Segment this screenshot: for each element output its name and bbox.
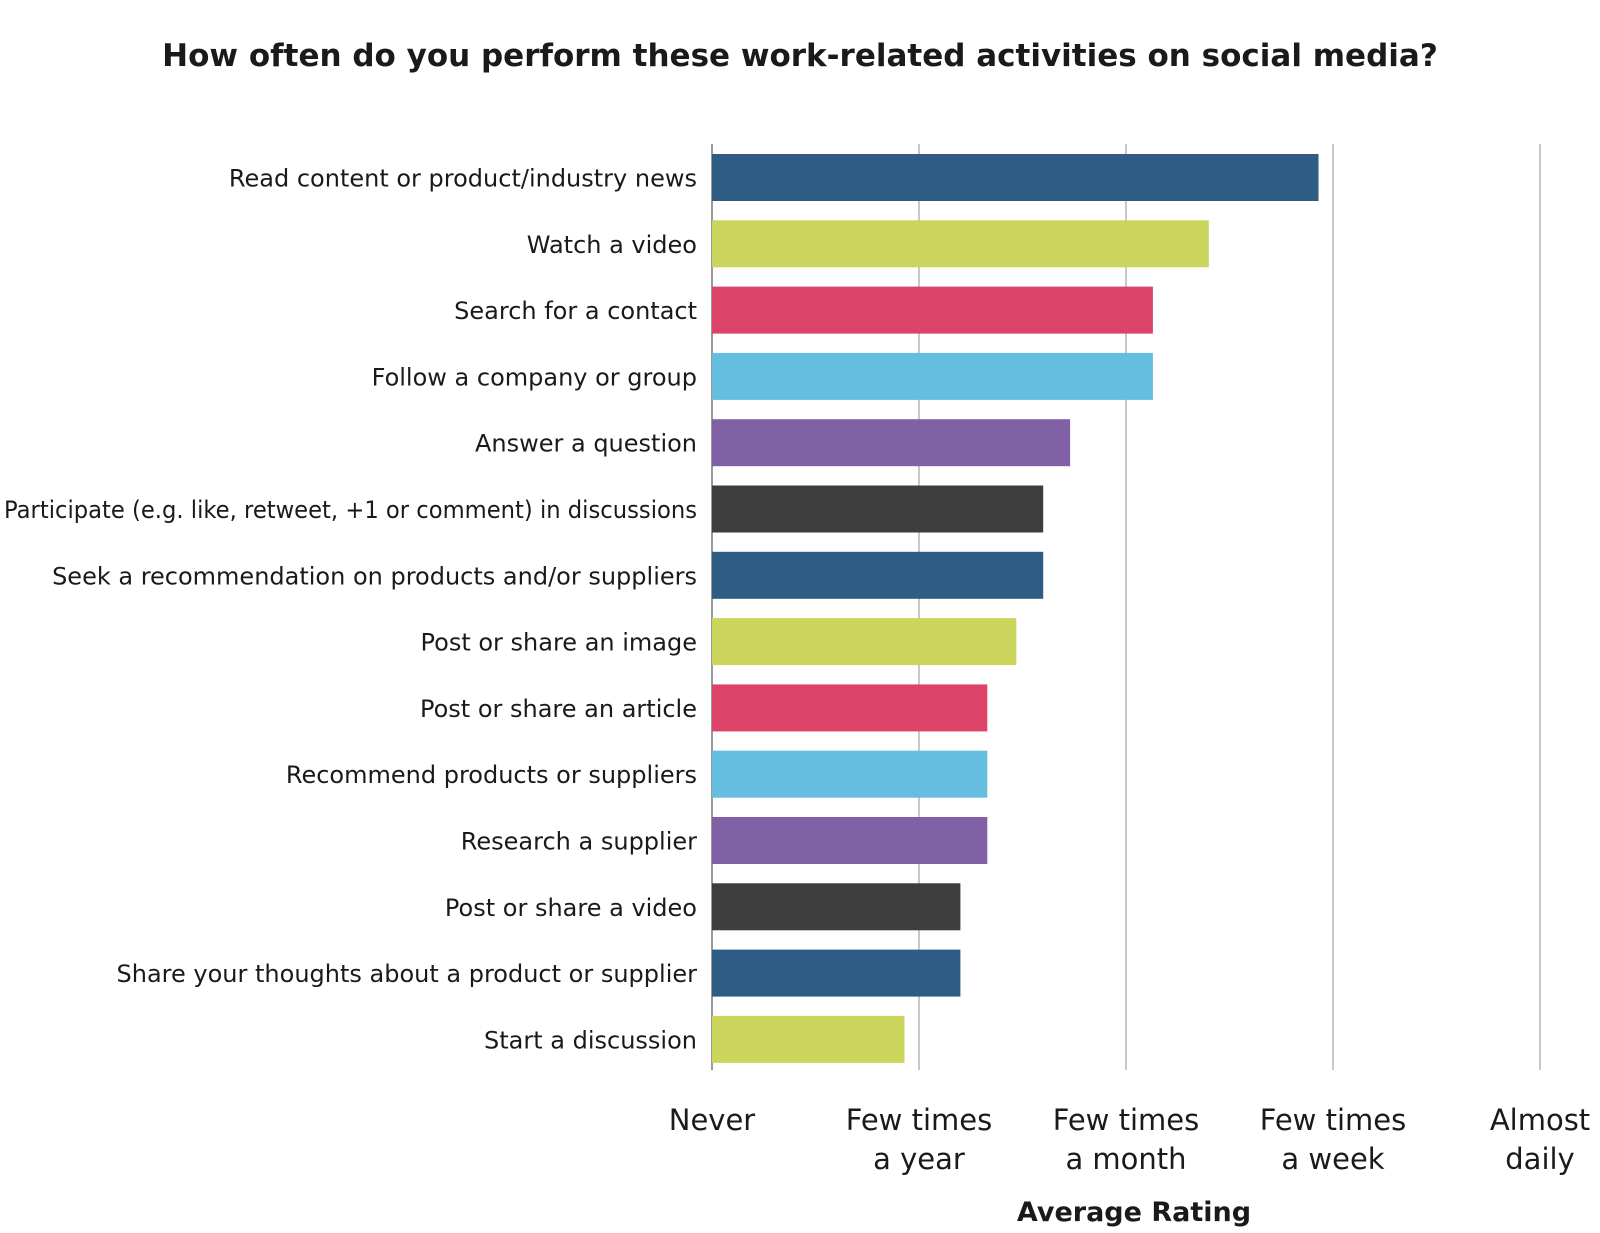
category-label: Research a supplier [461, 828, 697, 856]
bar [712, 154, 1319, 201]
category-label: Watch a video [527, 231, 697, 259]
bar [712, 485, 1044, 533]
x-tick-label: Never [669, 1103, 756, 1137]
bar [712, 817, 988, 864]
bar [712, 1015, 905, 1063]
x-tick-label: a week [1281, 1142, 1384, 1176]
bar [712, 883, 961, 931]
bar [712, 618, 1017, 666]
x-tick-label: Few times [1053, 1103, 1200, 1137]
bar [712, 750, 988, 798]
category-labels: Read content or product/industry news Wat… [4, 165, 697, 1055]
x-tick-labels: Never Few times a year Few times a month Few … [669, 1103, 1590, 1176]
category-label: Share your thoughts about a product or s… [117, 960, 698, 988]
chart-title: How often do you perform these work-rela… [162, 38, 1438, 74]
category-label: Seek a recommendation on products and/or… [52, 562, 697, 590]
category-label: Follow a company or group [372, 363, 697, 391]
bar [712, 220, 1209, 268]
x-tick-label: a month [1065, 1142, 1186, 1176]
x-tick-label: Few times [846, 1103, 993, 1137]
bar [712, 949, 961, 997]
category-label: Read content or product/industry news [229, 165, 697, 193]
category-label: Post or share a video [445, 894, 697, 922]
bar [712, 286, 1153, 334]
x-tick-label: daily [1505, 1142, 1574, 1176]
category-label: Search for a contact [454, 297, 697, 325]
category-label: Post or share an image [421, 629, 697, 657]
x-tick-label: a year [873, 1142, 965, 1176]
bar [712, 684, 988, 732]
bar [712, 419, 1071, 467]
x-tick-label: Few times [1260, 1103, 1407, 1137]
category-label: Answer a question [475, 430, 697, 458]
bars [712, 154, 1319, 1063]
gridlines [711, 144, 1541, 1070]
x-axis-title: Average Rating [1017, 1197, 1251, 1228]
bar [712, 352, 1153, 400]
category-label: Post or share an article [420, 695, 697, 723]
category-label: Start a discussion [484, 1026, 697, 1054]
category-label: Recommend products or suppliers [286, 761, 697, 789]
category-label: Participate (e.g. like, retweet, +1 or c… [4, 496, 697, 524]
bar [712, 551, 1044, 599]
x-tick-label: Almost [1490, 1103, 1590, 1137]
